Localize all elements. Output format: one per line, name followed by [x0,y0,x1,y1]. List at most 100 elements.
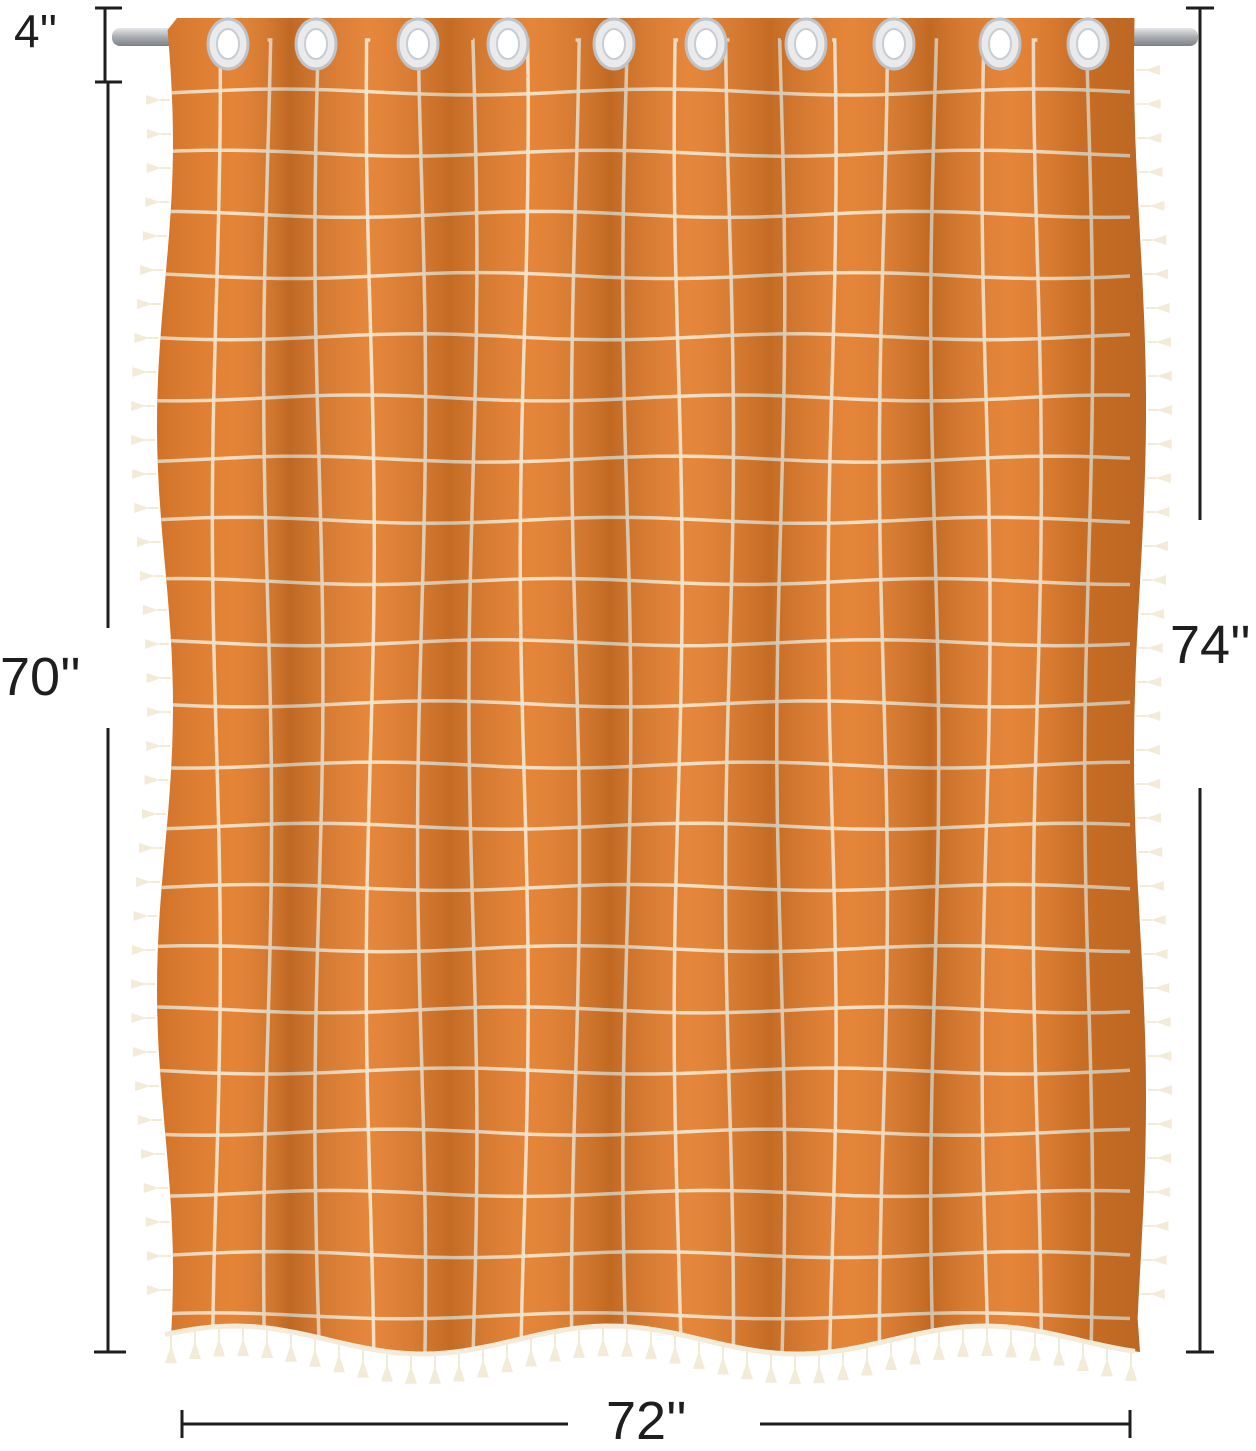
tassel [142,231,167,241]
tassel [146,129,171,139]
curtain-panel [157,18,1146,1354]
tassel [309,1336,321,1367]
tassel [139,571,164,581]
tassel [333,1342,345,1373]
total-length-label: 74'' [1170,615,1251,675]
tassel [132,367,157,377]
tassel [1139,881,1164,891]
tassel [501,1342,513,1373]
tassel [1145,507,1170,517]
tassel [1005,1327,1017,1358]
tassel [131,1013,156,1023]
tassel [140,265,165,275]
grommet-hole [304,28,328,60]
tassel [885,1340,897,1371]
tassel [146,741,171,751]
tassel [1138,167,1163,177]
grommet-hole [988,28,1012,60]
tassel [132,469,157,479]
grommet-hole [882,28,906,60]
tassel [131,401,156,411]
tassel [1146,337,1171,347]
tassel [1145,303,1170,313]
tassel [133,911,158,921]
tassel [645,1329,657,1360]
tassel [261,1327,273,1358]
tassel [141,809,166,819]
tassel [765,1352,777,1383]
tassel [1136,711,1161,721]
tassel [837,1350,849,1381]
tassel [213,1326,225,1357]
tassel [1141,915,1166,925]
right-tassel-trim [1136,65,1172,1299]
tassel [357,1347,369,1378]
tassel [1136,99,1161,109]
grommet-hole [406,28,430,60]
tassel [136,537,161,547]
tassel [145,1217,170,1227]
tassel [139,843,164,853]
tassel [1147,1051,1172,1061]
tassel [1138,643,1163,653]
bottom-hem-trim [164,1323,1136,1357]
tassel [669,1333,681,1364]
tassel [1137,677,1162,687]
tassel [1147,1085,1172,1095]
tassel [1145,983,1170,993]
tassel [1053,1335,1065,1366]
tassel [143,1183,168,1193]
tassel [717,1344,729,1375]
tassel [138,1115,163,1125]
panel-width-label: 72'' [596,1394,697,1448]
tassel [1136,65,1161,75]
tassel [909,1334,921,1365]
tassel [1140,201,1165,211]
bottom-tassel-trim [164,1323,1137,1384]
tassel [1101,1346,1113,1377]
tassel [861,1345,873,1376]
tassel [1146,1187,1171,1197]
tassel [146,95,171,105]
tassel [237,1326,249,1357]
tassel [1136,779,1161,789]
tassel [285,1331,297,1362]
tassel [1140,609,1165,619]
tassel [145,639,170,649]
grommet-hole [602,28,626,60]
tassel [145,197,170,207]
panel-length-label: 70'' [0,647,81,707]
tassel [429,1353,441,1384]
tassel [1147,439,1172,449]
tassel [1143,541,1168,551]
tassel [146,707,171,717]
tassel [1143,949,1168,959]
tassel [1142,235,1167,245]
grommet-hole [1076,28,1100,60]
grommet-hole [694,28,718,60]
tassel [165,1333,177,1364]
grommet-row [206,17,1110,71]
tassel [381,1351,393,1382]
tassel [1146,473,1171,483]
tassel [146,1285,171,1295]
tassel [573,1327,585,1358]
tassel [137,299,162,309]
tassel [453,1351,465,1382]
tassel [1029,1330,1041,1361]
tassel [693,1338,705,1369]
left-tassel-trim [131,95,171,1295]
tassel [136,877,161,887]
dimension-lines [94,6,1214,1438]
tassel [477,1347,489,1378]
tassel [131,945,156,955]
tassel [1142,575,1167,585]
tassel [1147,1153,1172,1163]
tassel [933,1329,945,1360]
tassel [135,1081,160,1091]
tassel [621,1326,633,1357]
tassel [142,605,167,615]
tassel [525,1336,537,1367]
tassel [1147,405,1172,415]
